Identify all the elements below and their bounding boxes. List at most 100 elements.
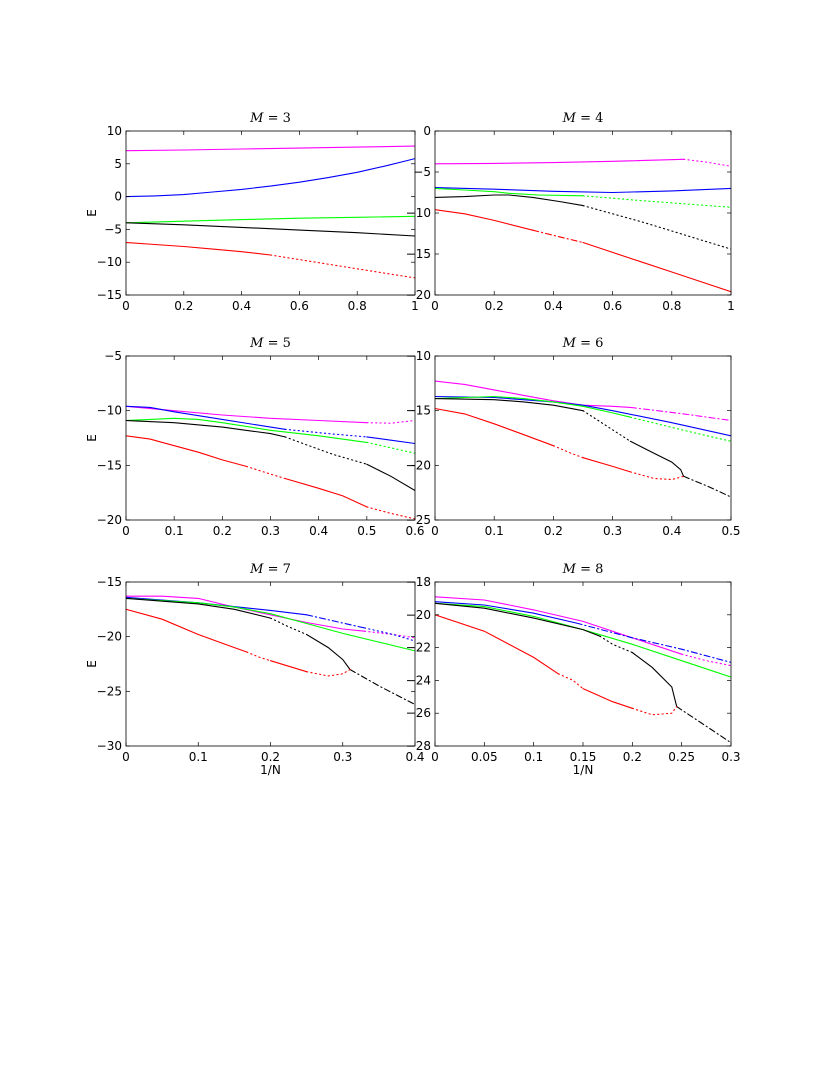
series-line	[435, 602, 601, 637]
panel-title: M = 4	[562, 111, 604, 126]
series-line	[532, 229, 584, 244]
x-tick-label: 0.3	[261, 524, 280, 538]
panel-title-rest: = 7	[263, 562, 290, 577]
x-tick-label: 0.6	[603, 299, 622, 313]
series-line	[126, 608, 248, 653]
x-tick-label: 0.1	[485, 524, 504, 538]
x-tick-label: 0.3	[603, 524, 622, 538]
y-tick-label: −28	[406, 739, 431, 753]
chart-panel: 0 0.05 0.1 0.15 0.2 0.25 0.3 −28 −26 −24 −22 −20 −18…	[406, 562, 741, 777]
series-line	[435, 596, 683, 655]
series-line	[269, 660, 308, 673]
x-tick-label: 0	[122, 299, 130, 313]
series-line	[683, 158, 731, 167]
series-line	[629, 471, 685, 481]
series-line	[582, 410, 631, 442]
y-tick-label: −20	[97, 513, 122, 527]
series-line	[681, 653, 731, 667]
series-group	[126, 405, 415, 520]
series-line	[126, 158, 415, 198]
panel-title-var: M	[562, 562, 577, 577]
series-group	[435, 158, 731, 293]
x-tick-label: 0.4	[544, 299, 563, 313]
x-tick-label: 0.5	[357, 524, 376, 538]
series-line	[435, 158, 685, 165]
series-line	[284, 428, 368, 438]
panel-title: M = 6	[562, 336, 604, 351]
x-tick-label: 0.2	[485, 299, 504, 313]
x-tick-label: 0.2	[544, 524, 563, 538]
x-tick-label: 0.5	[721, 524, 740, 538]
series-line	[435, 209, 534, 231]
chart-panel: 0 0.1 0.2 0.3 0.4 −30 −25 −20 −15 M = 7 E 1/N	[85, 562, 425, 777]
panel-title: M = 3	[249, 111, 291, 126]
series-line	[366, 441, 415, 454]
y-axis-label: E	[85, 209, 99, 217]
series-line	[126, 145, 415, 152]
y-tick-label: −20	[406, 458, 431, 472]
y-tick-label: −10	[406, 349, 431, 363]
y-tick-label: −25	[97, 684, 122, 698]
series-line	[245, 465, 286, 480]
x-tick-label: 0	[431, 524, 439, 538]
series-line	[683, 475, 731, 498]
chart-panel: 0 0.2 0.4 0.6 0.8 1 −15 −10 −5 0 5 10 M = 3 E	[85, 111, 419, 313]
series-line	[435, 601, 577, 624]
y-tick-label: 5	[114, 157, 122, 171]
y-tick-label: −25	[406, 513, 431, 527]
series-line	[126, 597, 415, 652]
axes-frame	[125, 581, 416, 747]
panel-title-var: M	[249, 111, 264, 126]
series-line	[629, 416, 731, 442]
series-line	[582, 195, 731, 208]
series-line	[126, 597, 272, 619]
panel-title-var: M	[249, 562, 264, 577]
series-line	[435, 187, 731, 194]
series-line	[366, 463, 415, 492]
y-tick-label: 10	[107, 124, 122, 138]
panel-title-rest: = 5	[263, 336, 290, 351]
x-axis-label: 1/N	[260, 763, 281, 777]
series-line	[557, 673, 584, 690]
panel-title: M = 5	[249, 336, 291, 351]
y-tick-label: −15	[406, 404, 431, 418]
series-line	[366, 419, 415, 424]
series-line	[126, 405, 286, 430]
series-line	[582, 241, 731, 293]
x-tick-label: 0.15	[570, 750, 597, 764]
x-tick-label: 0.05	[471, 750, 498, 764]
y-tick-label: −15	[97, 288, 122, 302]
series-group	[126, 145, 415, 279]
series-line	[126, 222, 415, 237]
x-tick-label: 0.2	[261, 750, 280, 764]
series-line	[366, 436, 415, 445]
x-tick-label: 0.1	[189, 750, 208, 764]
series-line	[246, 651, 272, 662]
series-line	[126, 241, 272, 256]
series-group	[435, 380, 731, 498]
x-tick-label: 0.4	[662, 524, 681, 538]
y-tick-label: −10	[97, 255, 122, 269]
x-tick-label: 0.6	[290, 299, 309, 313]
x-tick-label: 0.2	[174, 299, 193, 313]
series-line	[435, 395, 731, 437]
y-axis-label: E	[85, 434, 99, 442]
x-tick-label: 0.8	[662, 299, 681, 313]
series-line	[269, 617, 308, 636]
series-line	[599, 635, 633, 654]
panel-title-var: M	[562, 111, 577, 126]
y-tick-label: −5	[104, 222, 122, 236]
series-line	[366, 506, 415, 520]
series-line	[631, 651, 678, 708]
panel-title-rest: = 6	[576, 336, 603, 351]
y-tick-label: −10	[97, 404, 122, 418]
x-tick-label: 0.8	[348, 299, 367, 313]
series-line	[126, 405, 368, 424]
series-line	[435, 395, 631, 418]
panel-title-rest: = 4	[576, 111, 603, 126]
x-tick-label: 0.4	[405, 750, 424, 764]
x-tick-label: 0	[431, 750, 439, 764]
y-tick-label: −15	[97, 575, 122, 589]
series-line	[435, 614, 559, 675]
